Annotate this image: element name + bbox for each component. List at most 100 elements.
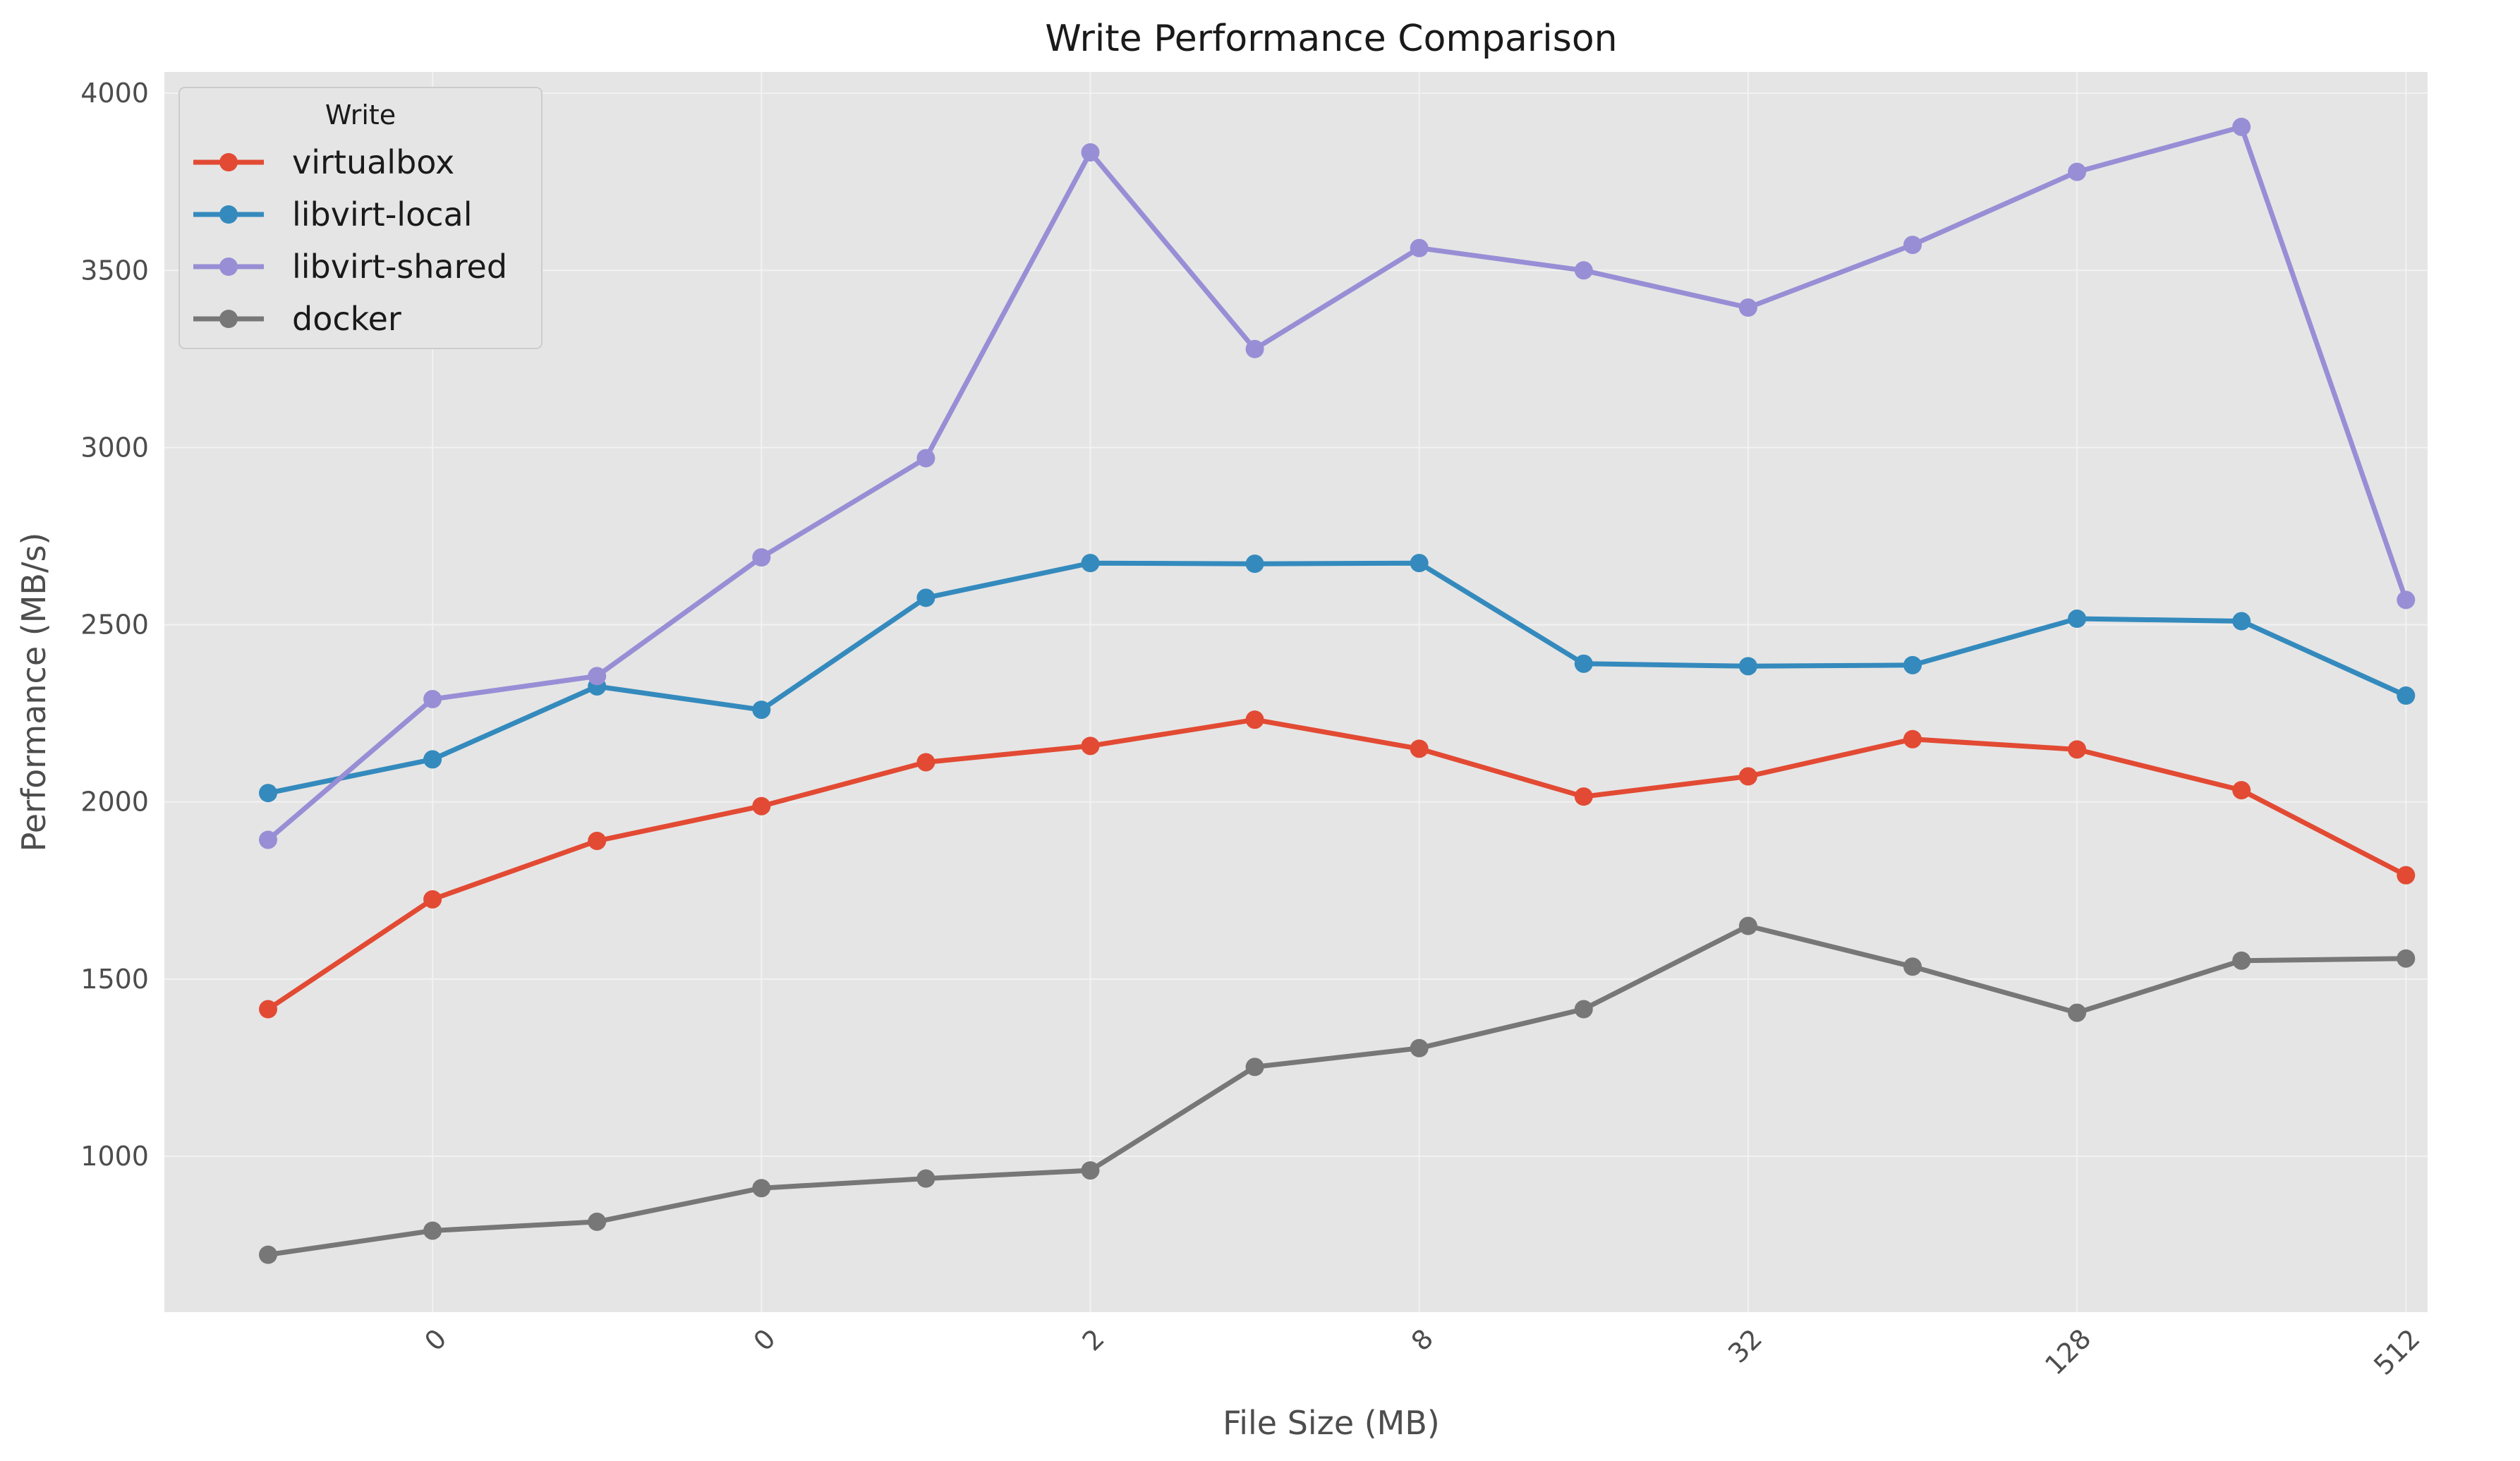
data-point bbox=[916, 1169, 935, 1188]
data-point bbox=[1410, 238, 1429, 257]
data-point bbox=[752, 701, 771, 720]
x-tick-label: 2 bbox=[1077, 1323, 1110, 1357]
series-line bbox=[265, 717, 2409, 1012]
data-point bbox=[916, 753, 935, 772]
data-point bbox=[1903, 236, 1922, 255]
data-point bbox=[2232, 117, 2251, 136]
data-point bbox=[2232, 951, 2251, 970]
data-point bbox=[916, 449, 935, 468]
legend-item-libvirt-local: libvirt-local bbox=[193, 195, 473, 234]
legend: Write virtualbox libvirt-local libvirt-sha… bbox=[178, 87, 543, 349]
series-docker bbox=[259, 916, 2416, 1264]
legend-marker bbox=[219, 257, 238, 276]
y-tick-label: 4000 bbox=[80, 78, 149, 109]
data-point bbox=[1245, 710, 1264, 729]
data-point bbox=[1903, 957, 1922, 976]
chart-title: Write Performance Comparison bbox=[1045, 18, 1617, 60]
data-point bbox=[423, 1221, 442, 1240]
data-point bbox=[1903, 655, 1922, 674]
y-tick-label: 3000 bbox=[80, 432, 149, 463]
x-axis-label: File Size (MB) bbox=[1223, 1404, 1440, 1442]
data-point bbox=[588, 667, 607, 686]
data-point bbox=[423, 890, 442, 909]
series-libvirt-shared bbox=[259, 117, 2416, 849]
data-point bbox=[2232, 612, 2251, 631]
legend-item-libvirt-shared: libvirt-shared bbox=[193, 248, 507, 286]
data-point bbox=[1245, 554, 1264, 574]
data-point bbox=[259, 784, 277, 803]
data-point bbox=[2068, 162, 2087, 181]
data-point bbox=[1081, 554, 1100, 573]
data-point bbox=[2397, 686, 2416, 705]
y-tick-label: 1000 bbox=[80, 1141, 149, 1172]
data-point bbox=[259, 1245, 277, 1264]
series-libvirt-local bbox=[259, 554, 2416, 803]
data-point bbox=[1410, 739, 1429, 758]
y-axis-ticks: 1000 1500 2000 2500 3000 3500 4000 bbox=[80, 78, 149, 1172]
x-tick-label: 0 bbox=[418, 1323, 452, 1357]
legend-label: docker bbox=[292, 300, 401, 338]
data-point bbox=[1738, 657, 1757, 676]
data-point bbox=[916, 588, 935, 607]
legend-label: libvirt-shared bbox=[292, 248, 507, 286]
data-point bbox=[588, 831, 607, 850]
data-point bbox=[1245, 1057, 1264, 1077]
x-tick-label: 8 bbox=[1405, 1323, 1439, 1357]
series-line bbox=[265, 124, 2409, 842]
y-tick-label: 3500 bbox=[80, 255, 149, 286]
x-tick-label: 128 bbox=[2039, 1323, 2097, 1381]
legend-marker bbox=[219, 205, 238, 224]
legend-label: virtualbox bbox=[292, 143, 454, 181]
data-point bbox=[259, 1000, 277, 1019]
data-point bbox=[2397, 590, 2416, 610]
data-point bbox=[259, 830, 277, 849]
y-tick-label: 2500 bbox=[80, 610, 149, 641]
data-point bbox=[1738, 298, 1757, 317]
data-point bbox=[1574, 654, 1593, 673]
series-line bbox=[265, 560, 2409, 796]
legend-box bbox=[178, 87, 543, 349]
data-point bbox=[752, 796, 771, 816]
data-point bbox=[1574, 1000, 1593, 1019]
data-point bbox=[1081, 736, 1100, 756]
data-point bbox=[2068, 610, 2087, 629]
x-tick-label: 512 bbox=[2368, 1323, 2425, 1381]
legend-marker bbox=[219, 153, 238, 171]
y-axis-label: Performance (MB/s) bbox=[15, 533, 53, 852]
data-point bbox=[1245, 339, 1264, 358]
data-point bbox=[1903, 729, 1922, 748]
legend-marker bbox=[219, 310, 238, 328]
series-layer bbox=[259, 117, 2416, 1264]
data-point bbox=[1081, 143, 1100, 162]
legend-item-virtualbox: virtualbox bbox=[193, 143, 454, 181]
x-tick-label: 32 bbox=[1722, 1323, 1768, 1369]
data-point bbox=[2232, 781, 2251, 800]
data-point bbox=[752, 1179, 771, 1198]
data-point bbox=[2397, 866, 2416, 885]
data-point bbox=[2068, 1003, 2087, 1022]
data-point bbox=[588, 1212, 607, 1231]
x-tick-label: 0 bbox=[747, 1323, 781, 1357]
x-axis-ticks: 0 0 2 8 32 128 512 bbox=[418, 1323, 2425, 1381]
data-point bbox=[2397, 949, 2416, 968]
data-point bbox=[423, 690, 442, 709]
series-line bbox=[265, 923, 2409, 1258]
legend-item-docker: docker bbox=[193, 300, 401, 338]
data-point bbox=[752, 548, 771, 567]
data-point bbox=[1410, 554, 1429, 573]
data-point bbox=[1574, 787, 1593, 806]
data-point bbox=[423, 750, 442, 769]
y-tick-label: 1500 bbox=[80, 964, 149, 995]
data-point bbox=[1738, 767, 1757, 786]
data-point bbox=[2068, 740, 2087, 759]
data-point bbox=[1738, 916, 1757, 935]
legend-items: virtualbox libvirt-local libvirt-shared doc… bbox=[193, 143, 507, 338]
y-tick-label: 2000 bbox=[80, 787, 149, 818]
data-point bbox=[1574, 261, 1593, 280]
series-virtualbox bbox=[259, 710, 2416, 1019]
legend-label: libvirt-local bbox=[292, 195, 473, 234]
legend-title: Write bbox=[325, 99, 396, 131]
data-point bbox=[1410, 1038, 1429, 1057]
data-point bbox=[1081, 1161, 1100, 1180]
